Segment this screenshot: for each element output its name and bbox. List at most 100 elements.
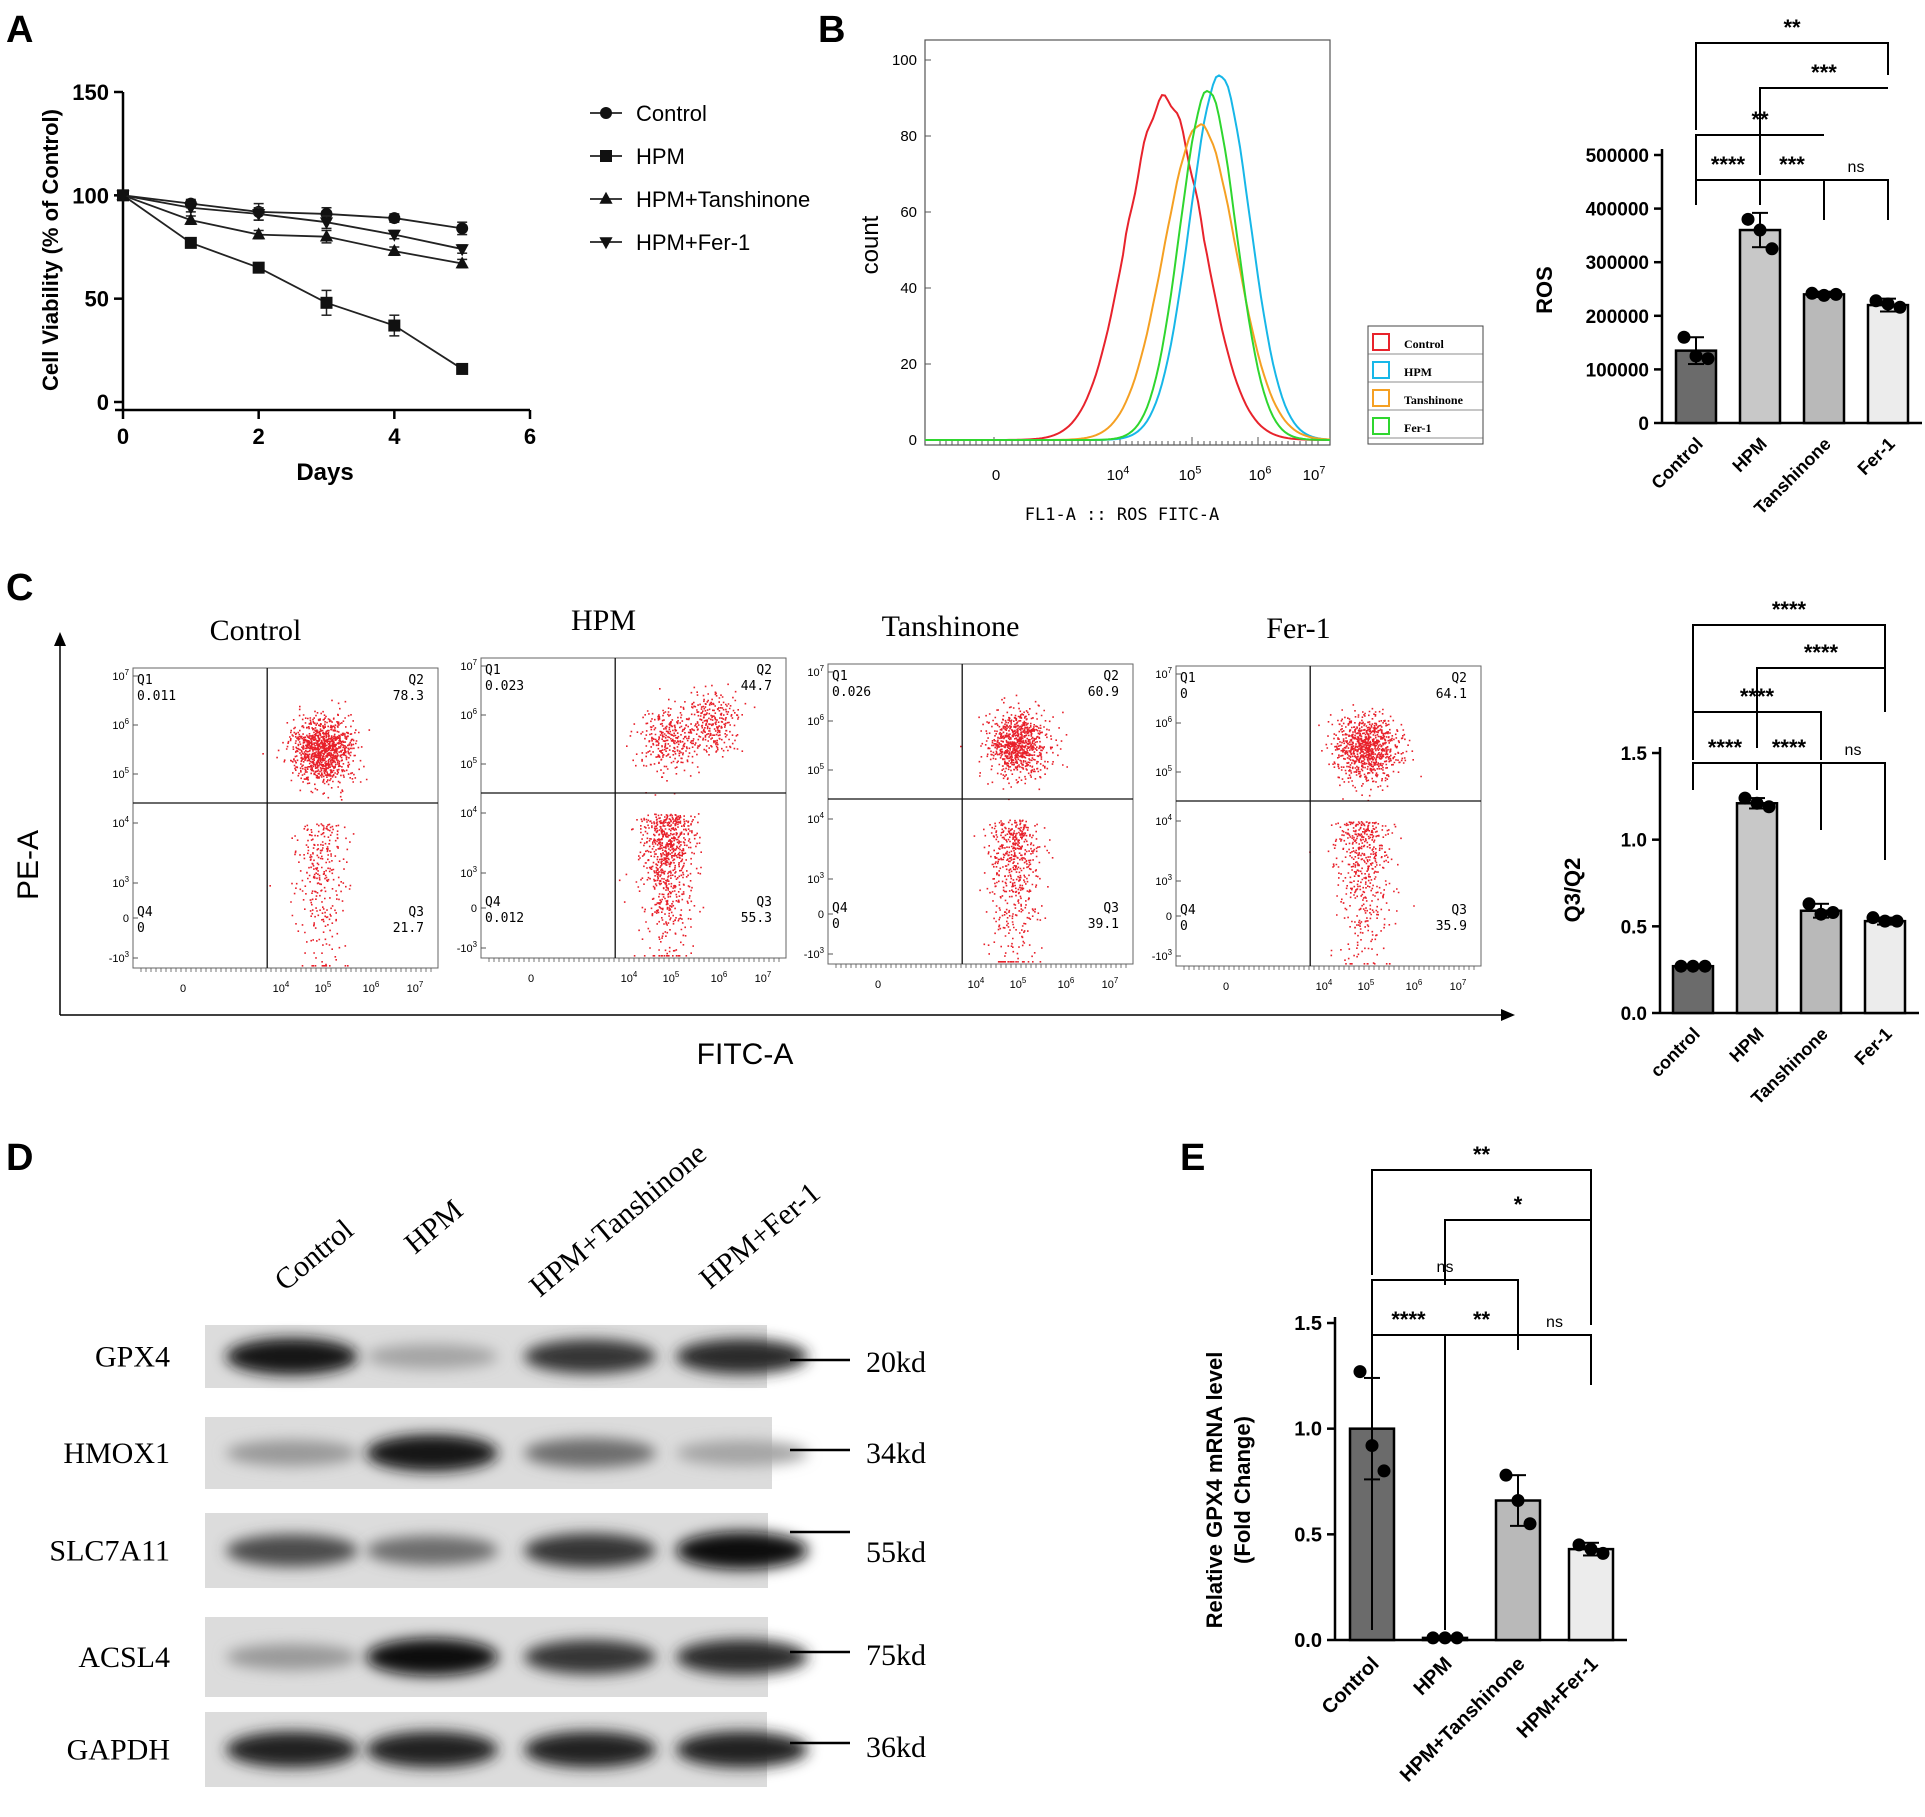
panel-c-bar-significance-bracket	[1756, 762, 1822, 830]
panel-b-bar-data-point	[1741, 212, 1755, 226]
panel-b-histogram-x-label: FL1-A :: ROS FITC-A	[1025, 505, 1219, 525]
panel-a-x-tick-label: 0	[117, 424, 129, 449]
panel-b-bar-bar	[1866, 303, 1910, 425]
panel-c-bar-data-point	[1686, 959, 1700, 973]
panel-c-plot-fer-1: Fer-1Q10Q264.1Q335.9Q401071061051041030-…	[1152, 612, 1482, 993]
panel-b-histogram-legend-swatch	[1372, 417, 1390, 435]
panel-a-point	[252, 227, 266, 240]
panel-c-x-tick-label: 104	[273, 980, 290, 995]
panel-a-point	[456, 222, 469, 235]
panel-c-bar-significance-label: ns	[1845, 742, 1862, 759]
panel-c-y-tick-label: 107	[460, 658, 477, 673]
panel-e-bar-data-point	[1450, 1631, 1464, 1645]
panel-c-y-tick-label: 103	[112, 875, 129, 890]
panel-d-band	[226, 1534, 358, 1567]
panel-b-bar-significance-bracket	[1759, 179, 1825, 220]
panel-c-bar-data-point	[1762, 800, 1776, 814]
panel-b-bar-significance-label: ***	[1811, 60, 1837, 85]
panel-d-lane-label: HPM	[398, 1193, 469, 1260]
panel-b-bar-chart: 0 100000 200000 300000 400000 500000 Control HP…	[1532, 15, 1922, 518]
panel-c-plot-title: Control	[210, 614, 302, 647]
panel-c-q2-value: 64.1	[1436, 687, 1467, 702]
panel-e-bar-data-point	[1572, 1538, 1586, 1552]
panel-c-q1-label: Q1	[1180, 671, 1196, 686]
panel-d-lane-label: Control	[268, 1213, 359, 1297]
panel-c-q1-value: 0.023	[485, 679, 524, 694]
panel-d-band	[226, 1439, 358, 1467]
panel-b-histogram-curves	[925, 74, 1331, 441]
panel-b-bar-significance-bracket	[1759, 87, 1888, 175]
panel-c-q3-value: 21.7	[393, 921, 424, 936]
panel-d-marker-label: 75kd	[866, 1639, 926, 1672]
panel-c-bar-significance-bracket	[1820, 762, 1886, 860]
panel-a-series-line	[122, 194, 463, 250]
panel-c-q2-label: Q2	[756, 663, 772, 678]
panel-c-y-tick-label: 105	[460, 756, 477, 771]
panel-b-histogram-y-tick-label: 80	[900, 128, 917, 145]
panel-d-band	[366, 1535, 498, 1566]
panel-c-plot-frame	[480, 657, 787, 959]
panel-a-point	[388, 319, 401, 332]
panel-c-bar-data-point	[1698, 959, 1712, 973]
panel-c-y-tick-label: 103	[1155, 873, 1172, 888]
panel-c-y-tick-label: 106	[112, 717, 129, 732]
panel-a-series-line	[122, 194, 463, 370]
panel-c-bar-data-point	[1738, 791, 1752, 805]
panel-d-protein-label: SLC7A11	[49, 1535, 170, 1568]
panel-b-bar-significance-label: ****	[1711, 152, 1746, 177]
panel-d-band	[226, 1337, 358, 1376]
panel-b-histogram-legend-box	[1367, 325, 1484, 445]
panel-c-x-tick-label: 107	[1450, 978, 1467, 993]
panel-d-band	[226, 1643, 358, 1671]
panel-e-bar-category-label: HPM+Tanshinone	[1396, 1653, 1530, 1787]
panel-c-bar-bar	[1671, 964, 1715, 1015]
panel-c-plot-frame	[1175, 665, 1482, 967]
panel-e-bar-data-point	[1353, 1365, 1367, 1379]
panel-letter-c: C	[6, 567, 33, 609]
panel-c-q4-label: Q4	[137, 905, 153, 920]
panel-a-point	[455, 244, 469, 257]
panel-c-bar-significance-bracket	[1692, 624, 1886, 740]
panel-b-bar-y-tick-label: 400000	[1586, 200, 1649, 221]
panel-b-bar-y-tick-label: 500000	[1586, 146, 1649, 167]
panel-d-protein-label: GPX4	[95, 1341, 170, 1374]
panel-d-band	[366, 1434, 498, 1472]
panel-c-y-tick-label: 107	[1155, 666, 1172, 681]
panel-c-bar-significance-bracket	[1692, 711, 1822, 760]
panel-e-bar-category-label: HPM	[1410, 1653, 1457, 1700]
panel-b-histogram-y-label: count	[857, 215, 884, 274]
panel-c-q4-label: Q4	[485, 895, 501, 910]
panel-c-y-tick-label: 104	[460, 805, 477, 820]
panel-e-bar-data-point	[1596, 1546, 1610, 1560]
panel-c-bar-category-label: control	[1647, 1024, 1704, 1081]
panel-a-point	[456, 362, 469, 375]
panel-e-bar-y-label: Relative GPX4 mRNA level	[1202, 1352, 1227, 1629]
panel-c-q3-label: Q3	[756, 895, 772, 910]
panel-c-y-tick-label: 104	[112, 815, 129, 830]
panel-d-band	[676, 1639, 808, 1675]
panel-b-bar-significance-label: **	[1783, 15, 1801, 40]
panel-a-point	[319, 217, 334, 230]
panel-c-x-tick-label: 105	[1358, 978, 1375, 993]
panel-b-histogram-y-tick-label: 60	[900, 204, 917, 221]
panel-e-bar-significance-bracket	[1517, 1334, 1592, 1385]
panel-a-legend-marker	[599, 191, 613, 204]
panel-c-x-tick-label: 104	[1316, 978, 1333, 993]
panel-c-y-tick-label: -103	[109, 950, 130, 965]
panel-a-y-tick-label: 50	[85, 287, 109, 312]
panel-c-q3-value: 35.9	[1436, 919, 1467, 934]
panel-b-bar-data-point	[1817, 288, 1831, 302]
panel-c-bar-significance-label: ****	[1708, 735, 1743, 760]
panel-c-y-tick-label: 0	[1166, 911, 1172, 923]
panel-c-bar-data-point	[1826, 905, 1840, 919]
panel-c-bar-significance-label: ****	[1804, 640, 1839, 665]
panel-e-bar-y-tick-label: 0.0	[1294, 1630, 1322, 1652]
panel-d-band	[676, 1338, 808, 1375]
panel-a-axes: 0 50 100 150 0 2 4 6	[72, 80, 536, 449]
panel-e-bar-y-tick-label: 1.0	[1294, 1419, 1322, 1441]
panel-c-y-arrowhead	[54, 632, 66, 646]
panel-e-bar-significance-label: **	[1473, 1142, 1491, 1167]
panel-b-bar-category-label: Fer-1	[1854, 434, 1899, 479]
